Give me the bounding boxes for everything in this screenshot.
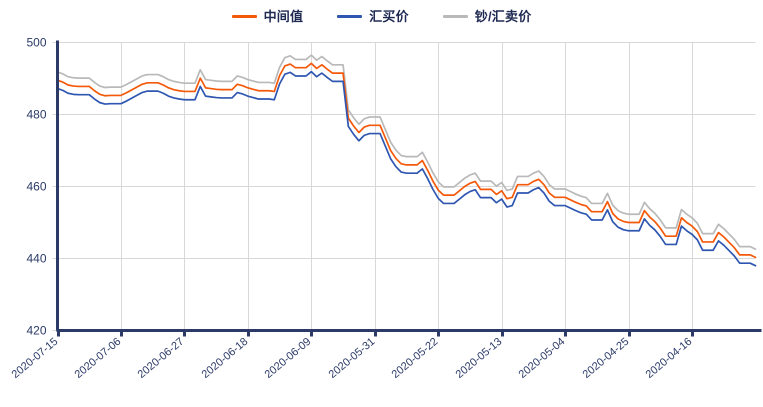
series-lines [56,54,757,267]
y-tick-label: 480 [26,108,46,122]
y-tick-label: 460 [26,180,46,194]
legend-label-sell: 钞/汇卖价 [474,9,532,24]
x-tick-label: 2020-04-25 [581,336,632,381]
legend-label-middle: 中间值 [263,9,304,24]
chart-legend: 中间值 汇买价 钞/汇卖价 [0,10,763,23]
legend-swatch-sell [442,15,468,18]
x-tick-label: 2020-05-31 [327,336,378,381]
y-axis-tick-labels: 420 440 460 480 500 [26,36,46,338]
x-tick-label: 2020-07-06 [73,336,124,381]
x-tick-label: 2020-06-09 [263,336,314,381]
x-tick-label: 2020-07-15 [10,336,61,381]
x-tick-label: 2020-05-22 [390,336,441,381]
y-tick-label: 440 [26,252,46,266]
y-tick-label: 420 [26,324,46,338]
legend-item-sell[interactable]: 钞/汇卖价 [442,9,532,24]
x-axis-tick-labels: 2020-07-15 2020-07-06 2020-06-27 2020-06-18… [10,336,695,381]
legend-label-buy: 汇买价 [369,9,409,24]
x-tick-label: 2020-05-13 [454,336,505,381]
x-tick-label: 2020-06-27 [136,336,187,381]
x-tick-label: 2020-04-16 [644,336,695,381]
legend-item-middle[interactable]: 中间值 [231,9,304,24]
x-tick-label: 2020-06-18 [200,336,251,381]
legend-item-buy[interactable]: 汇买价 [337,10,409,23]
axes [56,40,762,332]
series-line-sell [56,54,757,250]
x-tick-label: 2020-05-04 [517,336,568,381]
series-line-middle [56,62,757,259]
series-line-buy [56,70,757,267]
legend-swatch-buy [337,15,363,18]
y-tick-label: 500 [26,36,46,50]
gridlines [52,42,756,337]
legend-swatch-middle [231,15,257,18]
